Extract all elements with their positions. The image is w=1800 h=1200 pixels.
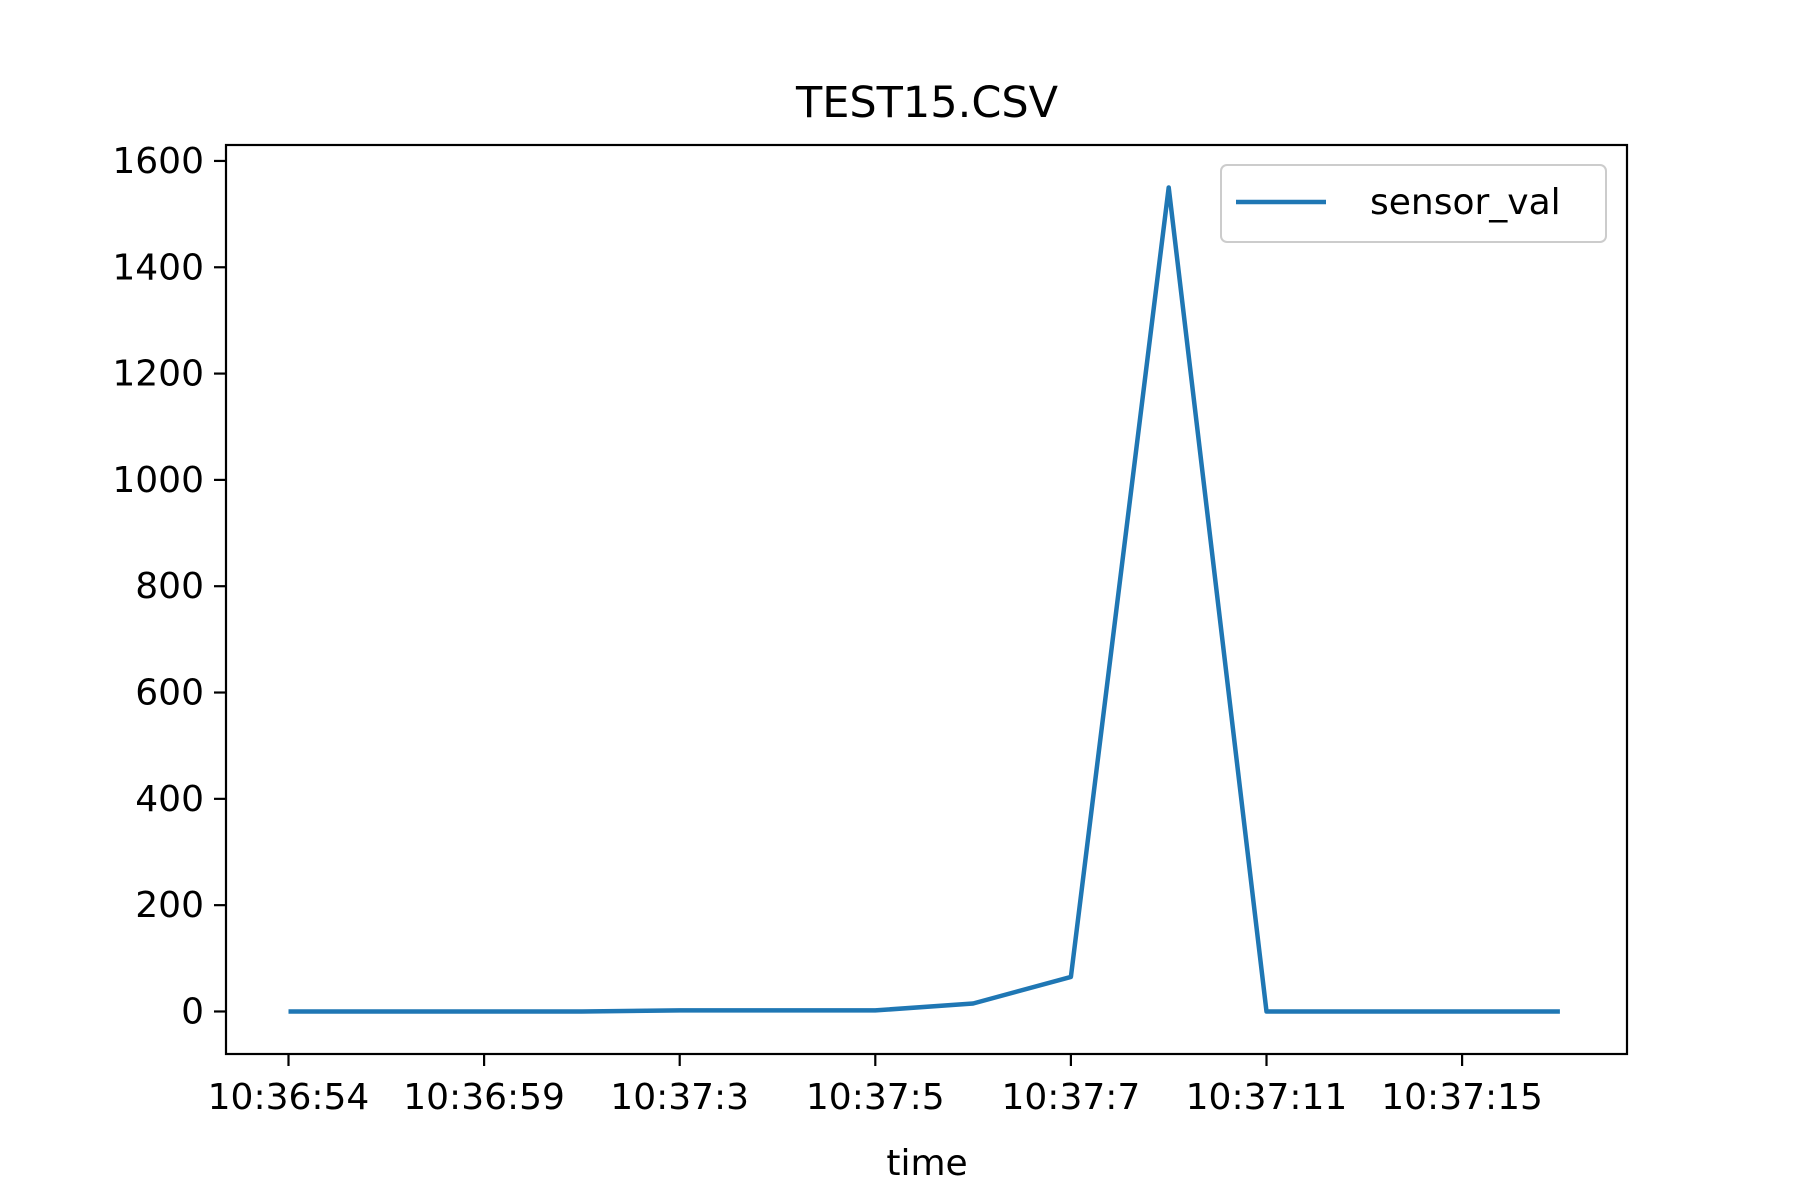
legend: sensor_val <box>1220 164 1607 243</box>
x-tick-label: 10:37:15 <box>1381 1077 1543 1118</box>
y-tick-label: 800 <box>135 566 204 607</box>
y-tick-label: 1000 <box>112 460 204 501</box>
y-tick-label: 1200 <box>112 354 204 395</box>
plot-area-frame <box>224 143 1629 1056</box>
y-tick-label: 1400 <box>112 247 204 288</box>
y-tick-label: 600 <box>135 673 204 714</box>
x-axis-label: time <box>886 1143 967 1184</box>
y-tick-label: 200 <box>135 885 204 926</box>
x-tick-label: 10:37:3 <box>610 1077 749 1118</box>
legend-label-sensor-val: sensor_val <box>1370 182 1561 223</box>
x-tick-label: 10:36:54 <box>208 1077 370 1118</box>
legend-box <box>1220 164 1607 243</box>
y-tick-label: 1600 <box>112 141 204 182</box>
series-line-sensor-val <box>288 185 1560 1014</box>
x-tick-label: 10:37:11 <box>1186 1077 1348 1118</box>
y-axis: 0 200 400 600 800 1000 1200 1400 1600 <box>112 141 226 1032</box>
chart-title: TEST15.CSV <box>795 78 1059 128</box>
x-tick-label: 10:37:5 <box>806 1077 945 1118</box>
x-axis: 10:36:54 10:36:59 10:37:3 10:37:5 10:37:7 10:… <box>208 1054 1543 1118</box>
series-layer <box>288 185 1560 1014</box>
x-tick-label: 10:36:59 <box>403 1077 565 1118</box>
y-tick-label: 400 <box>135 779 204 820</box>
x-tick-label: 10:37:7 <box>1002 1077 1141 1118</box>
y-tick-label: 0 <box>181 991 204 1032</box>
